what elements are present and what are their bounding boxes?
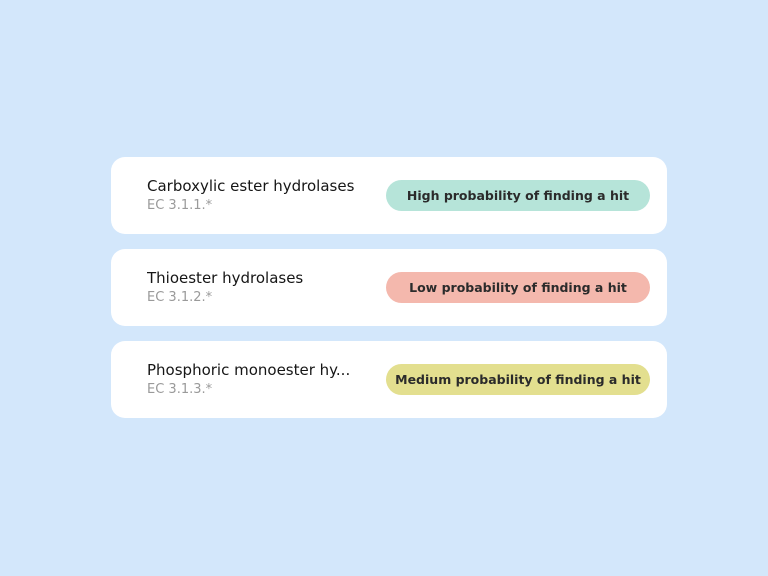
probability-badge-medium: Medium probability of finding a hit (386, 364, 650, 395)
ec-number: EC 3.1.2.* (147, 290, 213, 305)
enzyme-card-thioester-hydrolases[interactable]: Thioester hydrolases EC 3.1.2.* Low prob… (111, 249, 667, 326)
enzyme-title: Carboxylic ester hydrolases (147, 177, 355, 195)
ec-number: EC 3.1.1.* (147, 198, 213, 213)
enzyme-card-phosphoric-monoester-hydrolases[interactable]: Phosphoric monoester hy... EC 3.1.3.* Me… (111, 341, 667, 418)
probability-badge-high: High probability of finding a hit (386, 180, 650, 211)
probability-badge-low: Low probability of finding a hit (386, 272, 650, 303)
card-text: Thioester hydrolases EC 3.1.2.* (147, 269, 371, 306)
card-text: Carboxylic ester hydrolases EC 3.1.1.* (147, 177, 371, 214)
enzyme-title: Phosphoric monoester hy... (147, 361, 351, 379)
enzyme-card-carboxylic-ester-hydrolases[interactable]: Carboxylic ester hydrolases EC 3.1.1.* H… (111, 157, 667, 234)
card-text: Phosphoric monoester hy... EC 3.1.3.* (147, 361, 371, 398)
enzyme-class-list: Carboxylic ester hydrolases EC 3.1.1.* H… (111, 157, 667, 418)
ec-number: EC 3.1.3.* (147, 382, 213, 397)
enzyme-title: Thioester hydrolases (147, 269, 304, 287)
